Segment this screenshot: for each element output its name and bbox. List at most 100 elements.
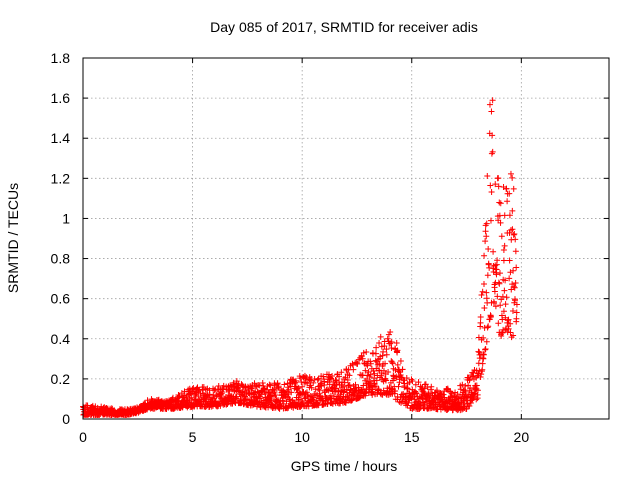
data-point <box>491 299 498 306</box>
data-point <box>484 324 491 331</box>
data-point <box>103 405 110 412</box>
data-point <box>507 170 514 177</box>
data-point <box>346 372 353 379</box>
y-tick-label: 0.6 <box>51 291 71 307</box>
data-point <box>507 320 514 327</box>
data-point <box>481 305 488 312</box>
data-point <box>486 264 493 271</box>
data-point <box>509 226 516 233</box>
data-point <box>409 377 416 384</box>
data-point <box>295 384 302 391</box>
data-point <box>404 386 411 393</box>
data-point <box>388 338 395 345</box>
data-point <box>245 386 252 393</box>
data-point <box>479 288 486 295</box>
data-point <box>281 381 288 388</box>
data-point <box>485 323 492 330</box>
data-point <box>307 392 314 399</box>
data-point <box>473 396 480 403</box>
data-point <box>272 391 279 398</box>
data-point <box>325 371 332 378</box>
data-point <box>326 381 333 388</box>
data-point <box>489 132 496 139</box>
chart-title: Day 085 of 2017, SRMTID for receiver adi… <box>210 19 478 35</box>
data-point <box>474 387 481 394</box>
data-point <box>505 316 512 323</box>
grid <box>83 58 609 419</box>
data-point <box>505 325 512 332</box>
data-point <box>346 381 353 388</box>
data-point <box>476 367 483 374</box>
data-point <box>489 148 496 155</box>
data-point <box>480 334 487 341</box>
data-point <box>316 390 323 397</box>
data-point <box>511 231 518 238</box>
data-point <box>504 319 511 326</box>
data-point <box>482 346 489 353</box>
data-point <box>501 242 508 249</box>
data-point <box>175 391 182 398</box>
data-point <box>266 381 273 388</box>
y-tick-label: 0.2 <box>51 371 71 387</box>
data-point <box>495 279 502 286</box>
data-point <box>497 302 504 309</box>
data-point <box>469 373 476 380</box>
tick-labels: 0 5 10 15 20 0 0.2 0.4 0.6 0.8 1 1.2 1.4 1.6 1.8 <box>51 50 530 445</box>
data-point <box>274 380 281 387</box>
data-point <box>510 283 517 290</box>
data-point <box>499 329 506 336</box>
data-point <box>506 229 513 236</box>
data-point <box>501 287 508 294</box>
data-point <box>256 382 263 389</box>
data-point <box>84 402 91 409</box>
data-point <box>467 400 474 407</box>
data-point <box>510 332 517 339</box>
data-point <box>314 376 321 383</box>
data-point <box>321 378 328 385</box>
data-point <box>471 393 478 400</box>
axis-ticks <box>82 57 609 420</box>
data-point <box>373 377 380 384</box>
data-point <box>395 383 402 390</box>
data-point <box>367 371 374 378</box>
data-point <box>510 231 517 238</box>
data-point <box>493 271 500 278</box>
data-point <box>506 190 513 197</box>
data-point <box>328 375 335 382</box>
data-point <box>301 395 308 402</box>
data-point <box>506 212 513 219</box>
data-point <box>481 281 488 288</box>
data-point <box>213 393 220 400</box>
data-point <box>380 367 387 374</box>
data-point <box>473 382 480 389</box>
data-point <box>383 351 390 358</box>
data-point <box>487 217 494 224</box>
data-point <box>484 272 491 279</box>
data-point <box>506 257 513 264</box>
data-point <box>416 405 423 412</box>
data-point <box>324 400 331 407</box>
data-point <box>372 383 379 390</box>
data-point <box>361 360 368 367</box>
data-point <box>304 380 311 387</box>
data-point <box>270 393 277 400</box>
data-point <box>389 359 396 366</box>
data-point <box>490 248 497 255</box>
data-point <box>470 370 477 377</box>
data-point <box>210 391 217 398</box>
data-point <box>302 379 309 386</box>
data-point <box>462 383 469 390</box>
data-point <box>496 199 503 206</box>
data-point <box>227 382 234 389</box>
data-point <box>482 346 489 353</box>
data-point <box>512 280 519 287</box>
data-point <box>376 339 383 346</box>
data-point <box>482 238 489 245</box>
data-point <box>478 371 485 378</box>
data-point <box>484 173 491 180</box>
data-point <box>513 309 520 316</box>
data-point <box>482 228 489 235</box>
data-point <box>500 257 507 264</box>
data-point <box>477 319 484 326</box>
